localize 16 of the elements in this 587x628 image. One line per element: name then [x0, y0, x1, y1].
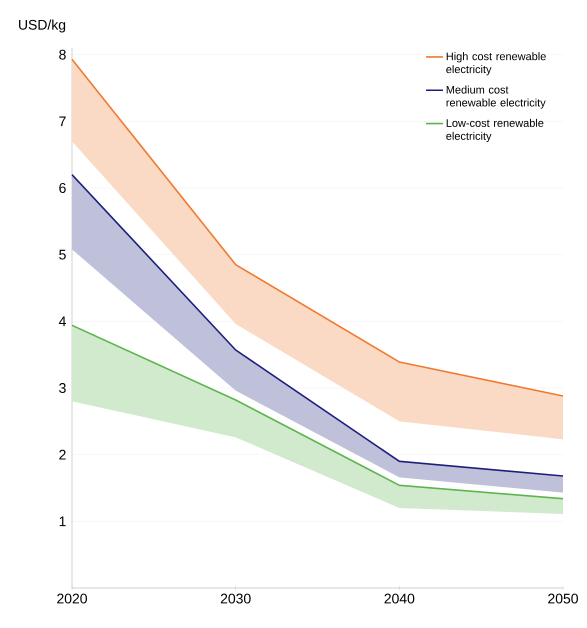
- y-tick-label: 2: [59, 450, 66, 460]
- legend-label: Low-cost renewable electricity: [446, 118, 544, 142]
- legend-label: Medium cost renewable electricity: [446, 86, 546, 109]
- legend-label: High cost renewable electricity: [446, 52, 546, 76]
- x-tick-label: 2030: [220, 594, 251, 604]
- y-tick-label: 6: [59, 183, 66, 193]
- y-tick-label: 1: [60, 516, 66, 526]
- x-tick-label: 2050: [548, 594, 578, 604]
- y-tick-label: 4: [58, 316, 66, 326]
- x-tick-label: 2020: [57, 594, 87, 604]
- x-tick-label: 2040: [384, 594, 414, 604]
- y-tick-label: 5: [59, 250, 66, 260]
- y-tick-label: 3: [59, 383, 66, 393]
- y-tick-label: 8: [59, 50, 66, 60]
- y-axis-title: USD/kg: [19, 19, 66, 32]
- y-tick-label: 7: [59, 116, 66, 126]
